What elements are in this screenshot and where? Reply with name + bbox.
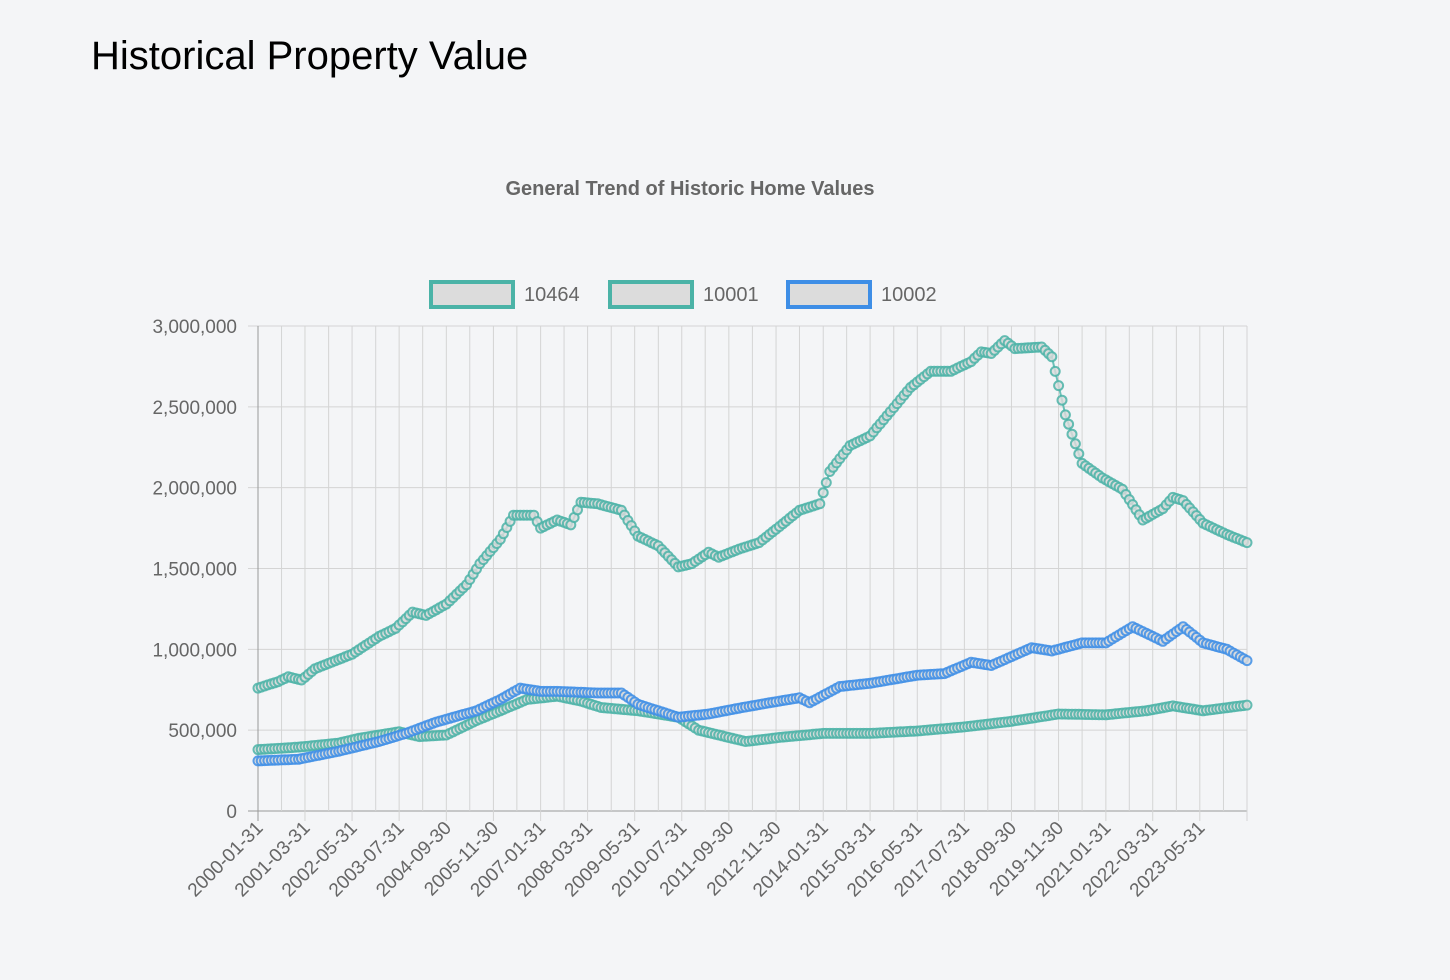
data-point [1053,380,1065,392]
y-tick-label: 2,000,000 [152,479,237,500]
chart-axes: 0 500,000 1,000,000 1,500,000 2,000,000 2,500… [152,317,1209,901]
legend-label: 10464 [524,284,580,306]
legend-swatch [429,280,515,309]
legend-swatch [608,280,694,309]
legend-label: 10001 [703,284,759,306]
data-point [1241,655,1253,667]
legend-item-10001[interactable]: 10001 [608,280,759,309]
y-tick-label: 1,000,000 [152,640,237,661]
data-point [814,498,826,510]
chart-title: General Trend of Historic Home Values [505,178,874,200]
y-tick-label: 2,500,000 [152,398,237,419]
legend-label: 10002 [881,284,937,306]
chart-legend: 10464 10001 10002 [429,280,937,309]
data-point [1241,699,1253,711]
data-point [1069,438,1081,450]
data-point [817,487,829,499]
series-10001 [252,335,1253,694]
data-point [820,477,832,489]
page-title: Historical Property Value [91,34,529,78]
y-tick-label: 3,000,000 [152,317,237,338]
y-tick-label: 0 [226,802,237,823]
series-10002 [252,621,1253,767]
y-tick-label: 500,000 [168,721,237,742]
data-point [1073,448,1085,460]
legend-item-10464[interactable]: 10464 [429,280,580,309]
chart-series [252,335,1253,767]
data-point [1046,351,1058,363]
data-point [1241,537,1253,549]
data-point [1056,394,1068,406]
data-point [1049,365,1061,377]
legend-swatch [786,280,872,309]
data-point [1063,418,1075,430]
chart-grid [248,325,1248,821]
data-point [1059,409,1071,421]
y-tick-label: 1,500,000 [152,560,237,581]
data-point [1066,428,1078,440]
legend-item-10002[interactable]: 10002 [786,280,937,309]
